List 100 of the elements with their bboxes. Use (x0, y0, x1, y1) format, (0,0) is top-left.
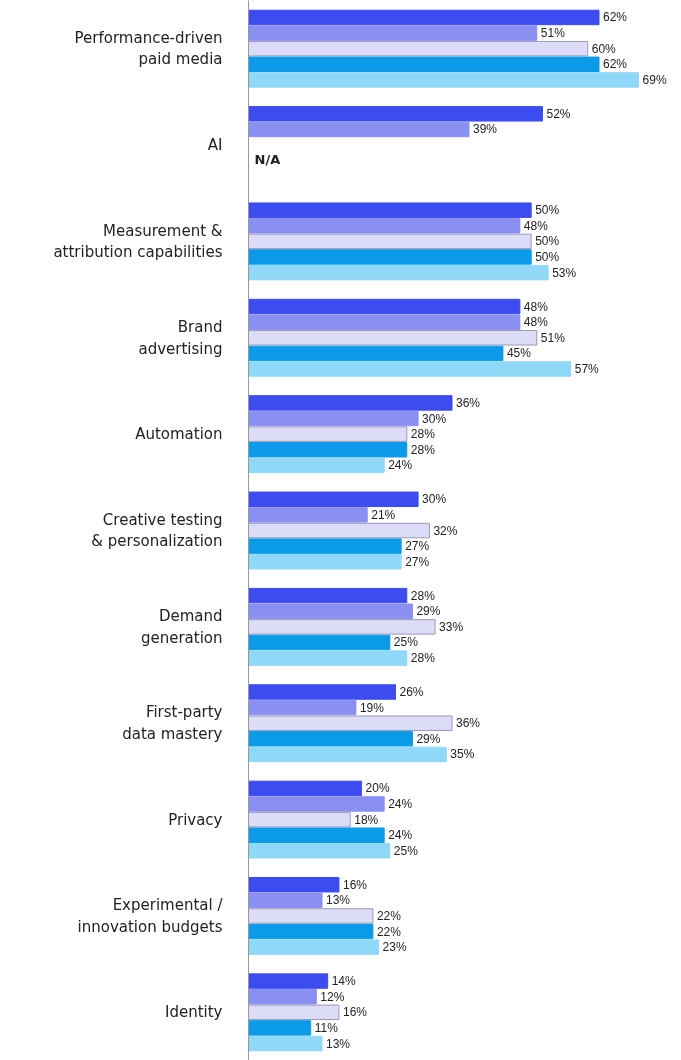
data-label: 25% (393, 843, 419, 858)
data-label: 30% (422, 411, 447, 426)
data-label: 29% (416, 731, 441, 746)
data-label: 22% (376, 908, 402, 923)
data-label: 27% (405, 554, 430, 569)
data-label: 36% (456, 395, 481, 410)
y-tick-label: Experimental / innovation budgets (77, 896, 224, 936)
bar (248, 1020, 312, 1036)
annotation: N/A (254, 152, 281, 167)
data-label: 51% (540, 330, 566, 345)
bar (248, 9, 600, 26)
bar (248, 40, 589, 57)
bar (248, 746, 447, 763)
data-label: 16% (342, 877, 368, 892)
bar (248, 1004, 340, 1021)
bar (248, 314, 521, 330)
data-label: 62% (603, 10, 628, 25)
data-label: 12% (320, 989, 345, 1004)
bar (248, 395, 453, 411)
bar (248, 553, 402, 570)
bar (248, 843, 391, 859)
bar (248, 538, 402, 554)
data-label: 51% (540, 26, 566, 41)
data-label: 24% (388, 796, 413, 811)
y-tick-label: Demand generation (140, 607, 223, 647)
data-label: 19% (359, 700, 385, 715)
data-label: 22% (376, 924, 402, 939)
bar (248, 619, 436, 635)
data-label: 27% (405, 539, 430, 554)
bar (248, 908, 374, 924)
bar (248, 603, 413, 619)
bar (248, 491, 419, 508)
y-tick-label: Identity (165, 1003, 223, 1022)
bar (248, 457, 385, 474)
bar (248, 507, 368, 523)
data-label: 48% (523, 315, 549, 330)
bar (248, 264, 549, 281)
data-label: 33% (439, 619, 464, 634)
data-label: 36% (456, 716, 481, 731)
data-label: 25% (393, 635, 419, 650)
y-tick-label: Privacy (168, 810, 223, 829)
bar (248, 796, 385, 812)
bar (248, 410, 419, 427)
data-label: 13% (326, 893, 351, 908)
bar (248, 522, 430, 539)
y-tick-label: Automation (135, 425, 223, 444)
bar (248, 298, 521, 315)
y-tick-label: Brand advertising (138, 317, 223, 358)
data-label: 50% (535, 234, 560, 249)
bar (248, 811, 351, 828)
data-label: 28% (410, 427, 436, 442)
bar (248, 202, 532, 218)
bar (248, 587, 408, 604)
bar (248, 988, 317, 1005)
data-label: 39% (472, 122, 498, 137)
bar (248, 699, 357, 716)
bar (248, 249, 532, 265)
data-label: 24% (388, 828, 413, 843)
data-label: 24% (388, 458, 413, 473)
bar (248, 218, 521, 234)
bar (248, 684, 396, 700)
bar (248, 72, 640, 88)
bar (248, 650, 408, 666)
bar (248, 827, 385, 843)
y-tick-label: Measurement & attribution capabilities (53, 221, 223, 262)
bar (248, 25, 538, 41)
bar (248, 330, 538, 346)
bar (248, 442, 408, 458)
bar (248, 923, 374, 940)
data-label: 69% (642, 72, 667, 87)
y-tick-label: First-party data mastery (122, 703, 223, 744)
data-label: 11% (314, 1020, 339, 1035)
data-label: 21% (371, 507, 396, 522)
data-label: 50% (535, 250, 560, 265)
data-label: 32% (433, 523, 458, 538)
data-label: 20% (365, 781, 390, 796)
data-label: 30% (422, 492, 447, 507)
data-label: 28% (410, 442, 436, 457)
bar (248, 121, 470, 138)
data-label: 29% (416, 604, 441, 619)
data-label: 53% (552, 265, 577, 280)
bar (248, 731, 413, 747)
bar (248, 56, 600, 73)
data-label: 16% (342, 1005, 368, 1020)
bar (248, 634, 391, 651)
bar (248, 426, 408, 442)
data-label: 62% (603, 57, 628, 72)
data-label: 50% (535, 203, 560, 218)
data-label: 23% (382, 940, 407, 955)
data-label: 28% (410, 651, 436, 666)
data-label: 48% (523, 218, 549, 233)
bar (248, 106, 543, 122)
data-label: 35% (450, 747, 475, 762)
data-label: 45% (506, 346, 532, 361)
bar (248, 939, 380, 955)
bar (248, 1035, 323, 1052)
data-label: 48% (523, 299, 549, 314)
data-label: 18% (354, 812, 379, 827)
data-label: 14% (331, 974, 356, 989)
data-label: 52% (546, 106, 571, 121)
